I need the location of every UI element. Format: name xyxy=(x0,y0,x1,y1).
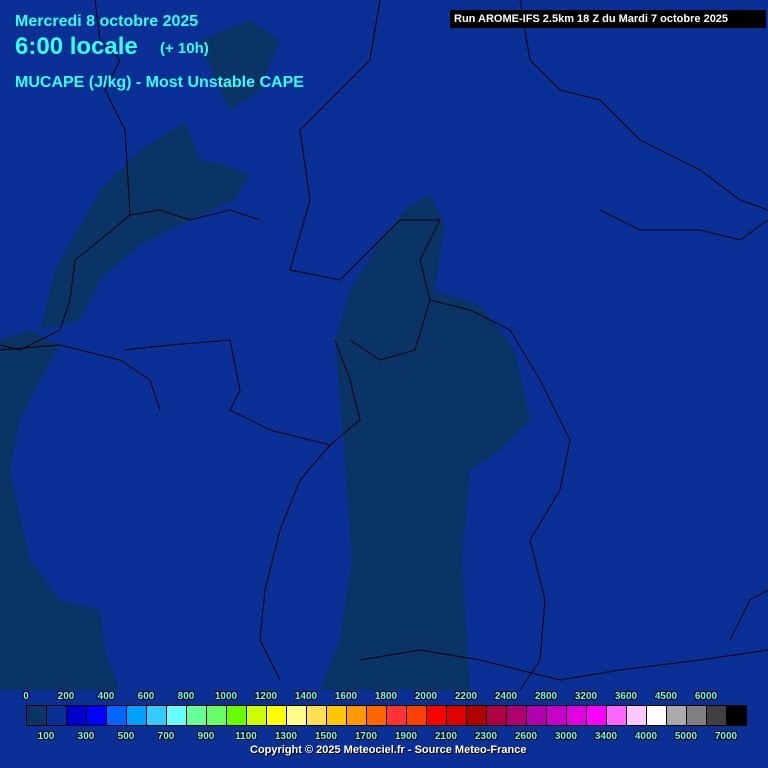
legend-label-bottom: 5000 xyxy=(674,731,698,742)
legend-swatch xyxy=(47,706,67,725)
legend-swatch xyxy=(407,706,427,725)
legend-swatch xyxy=(147,706,167,725)
legend-swatch xyxy=(227,706,247,725)
legend-swatch xyxy=(607,706,627,725)
legend-label-bottom: 1500 xyxy=(314,731,338,742)
legend-swatch xyxy=(627,706,647,725)
legend-label-bottom: 500 xyxy=(117,731,135,742)
forecast-offset: (+ 10h) xyxy=(160,40,209,57)
legend-swatch xyxy=(187,706,207,725)
legend-swatch xyxy=(447,706,467,725)
legend-label-bottom: 1900 xyxy=(394,731,418,742)
legend-label-top: 3200 xyxy=(574,691,598,702)
legend-label-top: 0 xyxy=(23,691,29,702)
legend-label-bottom: 2600 xyxy=(514,731,538,742)
color-legend xyxy=(26,705,747,726)
legend-swatch xyxy=(567,706,587,725)
legend-swatch xyxy=(507,706,527,725)
legend-swatch xyxy=(647,706,667,725)
legend-label-bottom: 3000 xyxy=(554,731,578,742)
legend-swatch xyxy=(327,706,347,725)
legend-label-bottom: 2100 xyxy=(434,731,458,742)
legend-swatch xyxy=(387,706,407,725)
legend-label-bottom: 900 xyxy=(197,731,215,742)
legend-label-top: 2000 xyxy=(414,691,438,702)
legend-label-bottom: 3400 xyxy=(594,731,618,742)
borders xyxy=(0,0,768,691)
legend-swatch xyxy=(107,706,127,725)
legend-swatch xyxy=(127,706,147,725)
legend-swatch xyxy=(687,706,707,725)
legend-label-bottom: 1300 xyxy=(274,731,298,742)
legend-label-bottom: 7000 xyxy=(714,731,738,742)
legend-swatch xyxy=(427,706,447,725)
copyright: Copyright © 2025 Meteociel.fr - Source M… xyxy=(250,744,527,756)
legend-label-bottom: 700 xyxy=(157,731,175,742)
legend-swatch xyxy=(207,706,227,725)
legend-label-bottom: 1700 xyxy=(354,731,378,742)
legend-label-top: 1400 xyxy=(294,691,318,702)
legend-label-top: 400 xyxy=(97,691,115,702)
legend-label-bottom: 1100 xyxy=(235,731,257,742)
legend-swatch xyxy=(527,706,547,725)
legend-swatch xyxy=(287,706,307,725)
legend-label-top: 1600 xyxy=(334,691,358,702)
legend-label-top: 2200 xyxy=(454,691,478,702)
low-cape-areas xyxy=(0,20,530,690)
legend-label-top: 200 xyxy=(57,691,75,702)
legend-swatch xyxy=(347,706,367,725)
legend-label-top: 2800 xyxy=(534,691,558,702)
legend-swatch xyxy=(267,706,287,725)
legend-swatch xyxy=(587,706,607,725)
legend-swatch xyxy=(487,706,507,725)
legend-swatch xyxy=(167,706,187,725)
forecast-time: 6:00 locale xyxy=(15,33,138,60)
legend-label-bottom: 100 xyxy=(37,731,55,742)
legend-label-bottom: 2300 xyxy=(474,731,498,742)
legend-swatch xyxy=(247,706,267,725)
legend-swatch xyxy=(87,706,107,725)
legend-swatch xyxy=(307,706,327,725)
legend-label-top: 3600 xyxy=(614,691,638,702)
legend-label-top: 6000 xyxy=(694,691,718,702)
legend-swatch xyxy=(367,706,387,725)
legend-label-top: 600 xyxy=(137,691,155,702)
legend-label-top: 4500 xyxy=(654,691,678,702)
parameter-title: MUCAPE (J/kg) - Most Unstable CAPE xyxy=(15,74,304,91)
legend-swatch xyxy=(667,706,687,725)
legend-swatch xyxy=(27,706,47,725)
legend-label-bottom: 300 xyxy=(77,731,95,742)
legend-label-bottom: 4000 xyxy=(634,731,658,742)
legend-label-top: 1200 xyxy=(254,691,278,702)
legend-swatch xyxy=(727,706,746,725)
legend-label-top: 1000 xyxy=(214,691,238,702)
forecast-date: Mercredi 8 octobre 2025 xyxy=(15,13,199,30)
legend-label-top: 800 xyxy=(177,691,195,702)
legend-swatch xyxy=(467,706,487,725)
legend-swatch xyxy=(547,706,567,725)
legend-swatch xyxy=(707,706,727,725)
run-info: Run AROME-IFS 2.5km 18 Z du Mardi 7 octo… xyxy=(450,10,766,28)
legend-label-top: 2400 xyxy=(494,691,518,702)
legend-swatch xyxy=(67,706,87,725)
legend-label-top: 1800 xyxy=(374,691,398,702)
